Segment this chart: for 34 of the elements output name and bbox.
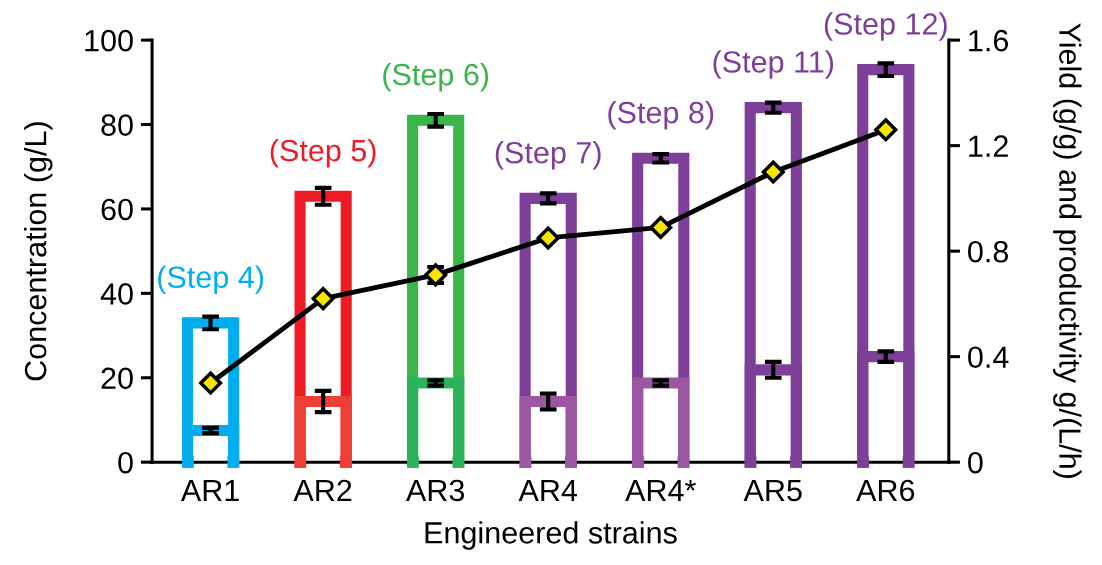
- y2-axis-title: Yield (g/g) and productivity g/(L/h): [1053, 23, 1082, 478]
- annotation: (Step 12): [824, 12, 947, 41]
- y-tick-label: 80: [101, 114, 133, 136]
- y-tick-label: 40: [100, 283, 133, 305]
- x-tick-label: AR4: [518, 479, 578, 501]
- annotation: (Step 4): [158, 265, 264, 295]
- x-tick-label: AR6: [856, 479, 915, 502]
- annotation: (Step 8): [608, 100, 714, 130]
- y-axis-title: Concentration (g/L): [24, 122, 53, 381]
- y2-tick-label: 0: [968, 451, 983, 474]
- x-tick-label: AR4*: [625, 479, 696, 501]
- y2-tick-label: 1.6: [969, 29, 1009, 52]
- annotation: (Step 5): [270, 138, 376, 168]
- y2-tick-label: 1.2: [969, 135, 1008, 157]
- point: [874, 118, 898, 142]
- x-tick-label: AR1: [180, 479, 239, 501]
- point: [761, 160, 785, 184]
- point: [311, 287, 335, 311]
- y-tick-label: 100: [85, 29, 133, 52]
- annotation: (Step 6): [383, 63, 489, 92]
- annotation: (Step 7): [495, 141, 601, 170]
- x-axis-title: Engineered strains: [425, 521, 677, 550]
- x-tick-label: AR3: [406, 479, 465, 502]
- y2-tick-label: 0.8: [968, 240, 1009, 263]
- point: [536, 226, 560, 250]
- x-tick-label: AR5: [743, 479, 802, 502]
- point: [199, 371, 223, 395]
- annotation: (Step 11): [713, 50, 834, 79]
- y-tick-label: 60: [101, 198, 133, 221]
- x-tick-label: AR2: [293, 479, 352, 501]
- y-tick-label: 20: [101, 367, 133, 390]
- point: [649, 215, 673, 239]
- y-tick-label: 0: [118, 451, 133, 474]
- y2-tick-label: 0.4: [968, 346, 1009, 369]
